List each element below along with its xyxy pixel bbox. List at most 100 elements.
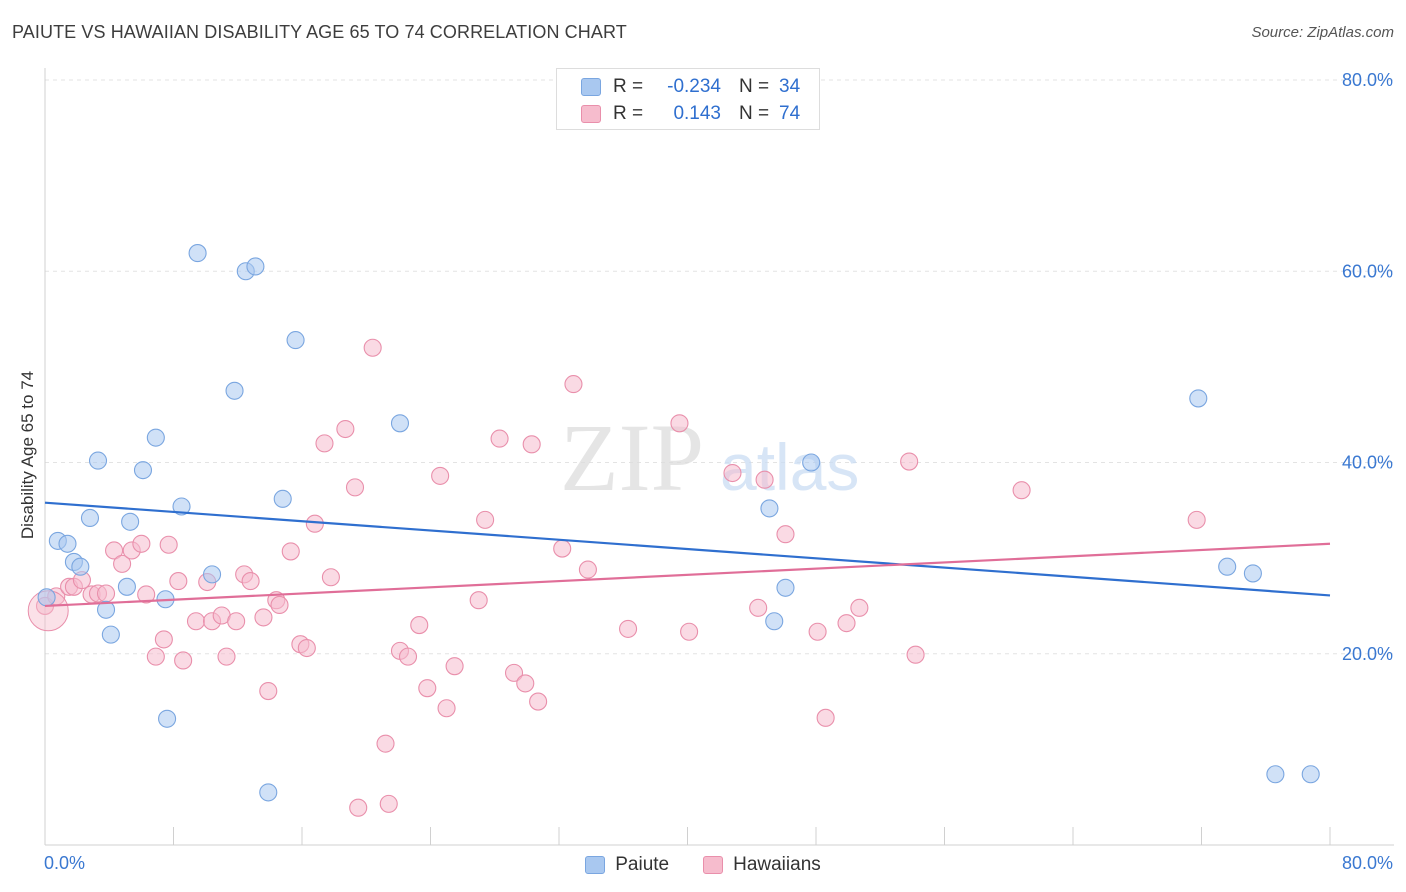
paiute-point <box>760 499 779 518</box>
paiute-point <box>96 600 116 619</box>
legend-row-hawaiians: R = 0.143 N = 74 <box>581 102 800 126</box>
legend-item-hawaiians[interactable]: Hawaiians <box>703 854 821 876</box>
paiute-point <box>188 244 207 263</box>
paiute-point <box>802 453 821 472</box>
hawaiian-point <box>755 470 774 489</box>
hawaiian-point <box>259 681 278 701</box>
hawaiian-point <box>776 525 795 544</box>
legend-item-paiute[interactable]: Paiute <box>585 854 669 876</box>
hawaiian-point <box>680 622 699 641</box>
hawaiian-point <box>564 375 583 394</box>
paiute-point <box>121 512 140 531</box>
paiute-point <box>58 534 77 553</box>
hawaiian-point <box>522 435 541 454</box>
y-axis-label: Disability Age 65 to 74 <box>18 370 37 540</box>
hawaiian-point <box>490 429 509 448</box>
hawaiian-point <box>749 598 768 617</box>
hawaiian-trend-line <box>44 542 1331 608</box>
paiute-point <box>273 489 292 508</box>
paiute-point <box>286 331 305 350</box>
axes <box>44 68 1394 846</box>
hawaiian-point <box>418 679 437 698</box>
hawaiian-point <box>305 514 324 533</box>
hawaiian-point <box>445 657 464 676</box>
hawaiian-point <box>146 647 165 666</box>
hawaiian-point <box>816 708 835 727</box>
hawaiian-point <box>619 619 638 638</box>
y-tick-label: 80.0% <box>1342 70 1393 90</box>
r-label: R = <box>613 103 644 124</box>
paiute-point <box>225 381 244 400</box>
hawaiian-point <box>217 647 236 666</box>
hawaiian-point <box>281 542 300 561</box>
source-label: Source: ZipAtlas.com <box>1251 24 1394 41</box>
hawaiian-point <box>96 584 116 603</box>
paiute-point <box>172 497 191 516</box>
tick-labels: 80.0% 60.0% 40.0% 20.0% 0.0% 80.0% <box>44 70 1393 873</box>
hawaiian-point <box>410 616 429 635</box>
paiute-point <box>80 508 100 528</box>
hawaiian-point <box>363 338 382 357</box>
hawaiian-point <box>476 510 495 529</box>
hawaiian-point <box>529 692 548 711</box>
chart-title: PAIUTE VS HAWAIIAN DISABILITY AGE 65 TO … <box>12 22 627 42</box>
paiute-point <box>71 557 90 576</box>
paiute-points <box>37 244 1320 802</box>
paiute-point <box>1189 389 1208 408</box>
paiute-swatch <box>581 78 601 96</box>
hawaiian-point <box>113 554 132 573</box>
paiute-point <box>37 588 56 607</box>
n-label: N = <box>739 76 770 97</box>
hawaiian-point <box>186 612 206 631</box>
hawaiian-point <box>270 595 289 615</box>
hawaiian-point <box>105 541 124 560</box>
hawaiians-swatch <box>703 856 724 874</box>
paiute-point <box>101 625 120 644</box>
series-legend: Paiute Hawaiians <box>0 850 1406 880</box>
hawaiian-point <box>431 466 450 485</box>
n-label: N = <box>739 103 770 124</box>
hawaiian-point <box>516 674 535 693</box>
hawaiian-point <box>1012 481 1031 500</box>
hawaiian-point <box>169 572 188 591</box>
hawaiians-points <box>27 338 1206 817</box>
hawaiian-point <box>297 638 316 658</box>
n-value: 34 <box>779 76 801 97</box>
r-value: -0.234 <box>667 76 721 97</box>
hawaiian-point <box>336 419 355 439</box>
hawaiian-point <box>254 608 273 627</box>
hawaiian-point <box>132 534 151 553</box>
legend-row-paiute: R = -0.234 N = 34 <box>581 75 800 99</box>
paiute-trend-line <box>44 501 1331 597</box>
hawaiian-point <box>321 568 340 587</box>
paiute-point <box>1243 564 1262 583</box>
legend-label: Hawaiians <box>733 854 821 875</box>
hawaiian-point <box>379 794 398 813</box>
r-label: R = <box>613 76 644 97</box>
paiute-point <box>1301 765 1320 784</box>
paiute-point <box>259 783 278 802</box>
paiute-swatch <box>585 856 606 874</box>
y-tick-label: 60.0% <box>1342 261 1393 281</box>
hawaiian-point <box>837 614 856 633</box>
hawaiian-point <box>900 452 919 471</box>
r-value: 0.143 <box>673 103 721 124</box>
hawaiian-point <box>315 434 334 453</box>
hawaiian-point <box>469 591 488 610</box>
hawaiian-point <box>376 734 395 753</box>
hawaiian-point <box>906 645 925 664</box>
paiute-point <box>390 414 410 433</box>
watermark-atlas: atlas <box>720 430 859 504</box>
hawaiian-point <box>241 572 260 591</box>
x-tick-label: 0.0% <box>44 853 85 873</box>
hawaiian-point <box>154 630 173 649</box>
y-tick-label: 20.0% <box>1342 644 1393 664</box>
y-tick-label: 40.0% <box>1342 453 1393 473</box>
hawaiian-point <box>174 651 193 670</box>
hawaiian-point <box>1187 510 1206 529</box>
hawaiian-point <box>227 612 246 631</box>
hawaiians-swatch <box>581 105 601 123</box>
x-tick-label: 80.0% <box>1342 853 1393 873</box>
hawaiian-point <box>437 699 456 718</box>
